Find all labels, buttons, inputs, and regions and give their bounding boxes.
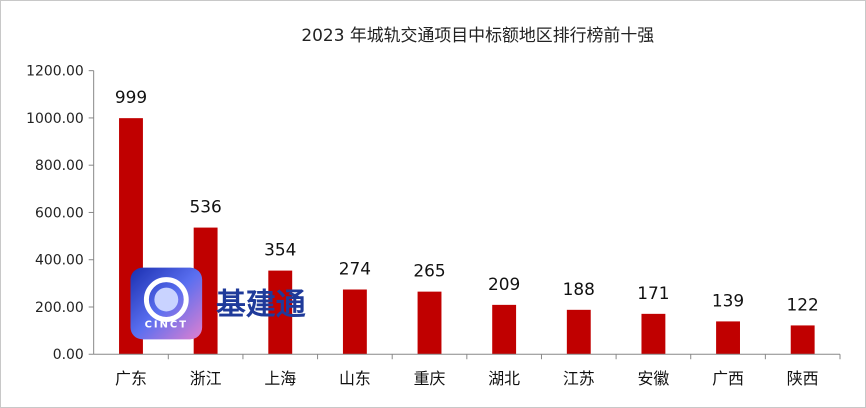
data-label: 122 xyxy=(787,295,819,315)
x-tick-label: 浙江 xyxy=(190,369,222,388)
y-tick-label: 1200.00 xyxy=(26,64,84,80)
data-label: 188 xyxy=(563,279,595,299)
y-tick-label: 600.00 xyxy=(35,205,84,221)
bar xyxy=(492,304,517,355)
bar xyxy=(641,313,666,355)
data-label: 171 xyxy=(637,283,669,303)
y-tick-label: 0.00 xyxy=(53,347,84,363)
data-label: 536 xyxy=(189,197,221,217)
bar xyxy=(342,289,367,355)
bar xyxy=(566,309,591,355)
bar xyxy=(417,291,442,355)
data-label: 139 xyxy=(712,290,744,310)
x-tick-label: 陕西 xyxy=(787,369,819,388)
x-tick-label: 安徽 xyxy=(638,369,670,388)
logo-text: CINCT xyxy=(145,319,188,330)
bar xyxy=(268,270,293,355)
y-axis: 0.00 200.00 400.00 600.00 800.00 1000.00 1200.… xyxy=(26,64,95,363)
chart-title: 2023 年城轨交通项目中标额地区排行榜前十强 xyxy=(301,25,654,45)
y-tick-label: 400.00 xyxy=(35,253,84,269)
y-tick-label: 200.00 xyxy=(35,300,84,316)
bars-group xyxy=(119,118,815,355)
x-tick-label: 江苏 xyxy=(563,369,595,388)
x-tick-label: 广西 xyxy=(712,369,744,388)
x-tick-label: 上海 xyxy=(264,369,296,388)
x-tick-label: 重庆 xyxy=(414,369,446,388)
data-label: 354 xyxy=(264,240,296,260)
data-label: 274 xyxy=(339,259,371,279)
data-label: 999 xyxy=(115,87,147,107)
bar xyxy=(716,321,740,355)
data-label: 265 xyxy=(413,261,445,281)
watermark-brand: 基建通 xyxy=(216,287,306,322)
y-tick-label: 800.00 xyxy=(35,158,84,174)
value-labels-group: 999 536 354 274 265 209 188 171 139 122 xyxy=(115,87,819,314)
logo-ring-center xyxy=(154,287,179,312)
data-label: 209 xyxy=(488,274,520,294)
x-tick-label: 广东 xyxy=(115,369,147,388)
watermark-logo: CINCT xyxy=(130,267,203,340)
y-tick-label: 1000.00 xyxy=(26,111,84,127)
bar xyxy=(790,325,815,355)
x-tick-label: 山东 xyxy=(339,369,371,388)
x-axis: 广东 浙江 上海 山东 重庆 湖北 江苏 安徽 广西 陕西 xyxy=(93,353,841,388)
x-tick-label: 湖北 xyxy=(488,369,520,388)
logo-ring-icon xyxy=(143,277,189,322)
